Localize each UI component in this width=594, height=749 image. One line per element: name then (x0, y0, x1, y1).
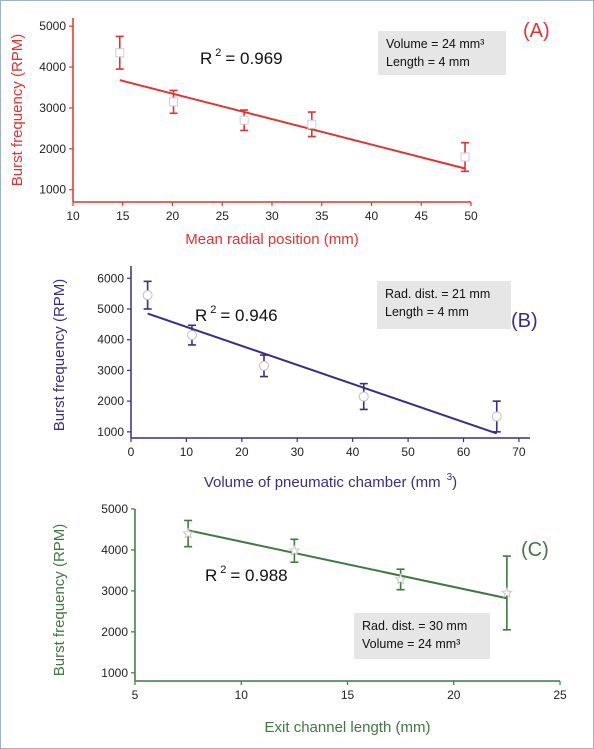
x-tick-label: 15 (341, 688, 355, 702)
y-tick-label: 2000 (39, 142, 66, 156)
panel-label: (A) (523, 20, 550, 42)
x-tick-label: 20 (235, 445, 249, 459)
data-point (358, 391, 369, 402)
r-squared-symbol: R (205, 566, 217, 585)
y-tick-label: 3000 (39, 101, 66, 115)
y-tick-label: 1000 (39, 183, 66, 197)
x-tick-label: 35 (315, 209, 329, 223)
y-tick-label: 6000 (97, 271, 124, 285)
data-point (142, 290, 153, 301)
x-axis-label: Mean radial position (mm) (185, 231, 358, 248)
info-box-line: Volume = 24 mm³ (362, 637, 460, 651)
y-tick-label: 2000 (97, 394, 124, 408)
data-point (394, 573, 407, 585)
x-tick-label: 70 (512, 445, 526, 459)
data-point (491, 411, 502, 422)
y-tick-label: 5000 (97, 302, 124, 316)
x-tick-label: 15 (116, 209, 130, 223)
x-tick-label: 20 (166, 209, 180, 223)
info-box-line: Volume = 24 mm³ (386, 37, 484, 51)
r-squared-label: R 2 = 0.969 (200, 47, 283, 68)
x-axis-label: Volume of pneumatic chamber (mm 3) (204, 472, 457, 491)
y-axis-label: Burst frequency (RPM) (9, 34, 26, 187)
x-tick-label: 10 (235, 688, 249, 702)
panel-label: (B) (511, 310, 538, 332)
x-axis-label-main: Exit channel length (mm) (265, 719, 431, 736)
y-axis-label: Burst frequency (RPM) (51, 524, 68, 677)
r-squared-superscript: 2 (215, 47, 221, 59)
data-point (307, 119, 317, 129)
x-tick-label: 30 (265, 209, 279, 223)
r-squared-symbol: R (195, 306, 207, 325)
data-point (182, 527, 195, 539)
data-point (259, 360, 269, 371)
x-tick-label: 30 (291, 445, 305, 459)
x-tick-label: 50 (464, 209, 478, 223)
fit-line (147, 312, 498, 435)
r-squared-symbol: R (200, 49, 212, 68)
y-tick-label: 5000 (39, 19, 66, 33)
x-axis-label-tail: ) (452, 474, 457, 491)
x-tick-label: 60 (457, 445, 471, 459)
x-tick-label: 40 (346, 445, 360, 459)
r-squared-label: R 2 = 0.988 (205, 564, 288, 585)
data-point (186, 330, 197, 341)
y-tick-label: 3000 (97, 363, 124, 377)
x-axis-label-superscript: 3 (447, 472, 453, 483)
data-point (288, 544, 301, 556)
x-tick-label: 5 (132, 688, 139, 702)
r-squared-superscript: 2 (220, 564, 226, 576)
y-tick-label: 1000 (101, 666, 128, 680)
info-box-line: Length = 4 mm (385, 305, 469, 319)
r-squared-superscript: 2 (210, 304, 216, 316)
y-tick-label: 1000 (97, 425, 124, 439)
y-tick-label: 3000 (101, 584, 128, 598)
data-point (239, 115, 249, 125)
x-axis-label-main: Volume of pneumatic chamber (mm (204, 474, 441, 491)
chart-panel-2: 1000 2000 3000 4000 5000 6000 0 10 20 30 40 50 60 70 B… (51, 266, 538, 491)
y-tick-label: 4000 (39, 60, 66, 74)
fit-line (119, 79, 466, 170)
data-point (115, 48, 125, 58)
x-tick-label: 10 (180, 445, 194, 459)
r-squared-value: = 0.969 (225, 49, 282, 68)
info-box-line: Rad. dist. = 21 mm (385, 287, 490, 301)
x-tick-label: 0 (128, 445, 135, 459)
x-tick-label: 20 (447, 688, 461, 702)
data-point (500, 586, 513, 599)
y-tick-label: 2000 (101, 625, 128, 639)
r-squared-label: R 2 = 0.946 (195, 304, 278, 325)
x-axis-label: Exit channel length (mm) (265, 719, 431, 736)
x-tick-label: 25 (216, 209, 230, 223)
y-axis-label: Burst frequency (RPM) (51, 279, 68, 432)
data-point (168, 97, 178, 107)
info-box-line: Rad. dist. = 30 mm (362, 619, 467, 633)
x-tick-label: 40 (365, 209, 379, 223)
info-box (377, 281, 511, 329)
x-tick-label: 50 (401, 445, 415, 459)
fit-line (187, 529, 508, 600)
r-squared-value: = 0.946 (220, 306, 277, 325)
x-tick-label: 25 (553, 688, 567, 702)
y-tick-label: 4000 (97, 333, 124, 347)
x-tick-label: 45 (415, 209, 429, 223)
r-squared-value: = 0.988 (230, 566, 287, 585)
info-box (378, 31, 506, 75)
chart-panel-1: 1000 2000 3000 4000 5000 10 15 20 25 30 35 40 45 50 Bu… (9, 18, 550, 248)
chart-panel-3: 1000 2000 3000 4000 5000 5 10 15 20 25 Burst frequ… (51, 502, 567, 736)
data-point (460, 152, 470, 162)
y-tick-label: 5000 (101, 502, 128, 516)
panel-label: (C) (521, 539, 549, 561)
y-tick-label: 4000 (101, 543, 128, 557)
info-box (354, 613, 490, 659)
info-box-line: Length = 4 mm (386, 55, 470, 69)
x-tick-label: 10 (66, 209, 80, 223)
x-axis-label-main: Mean radial position (mm) (185, 231, 358, 248)
